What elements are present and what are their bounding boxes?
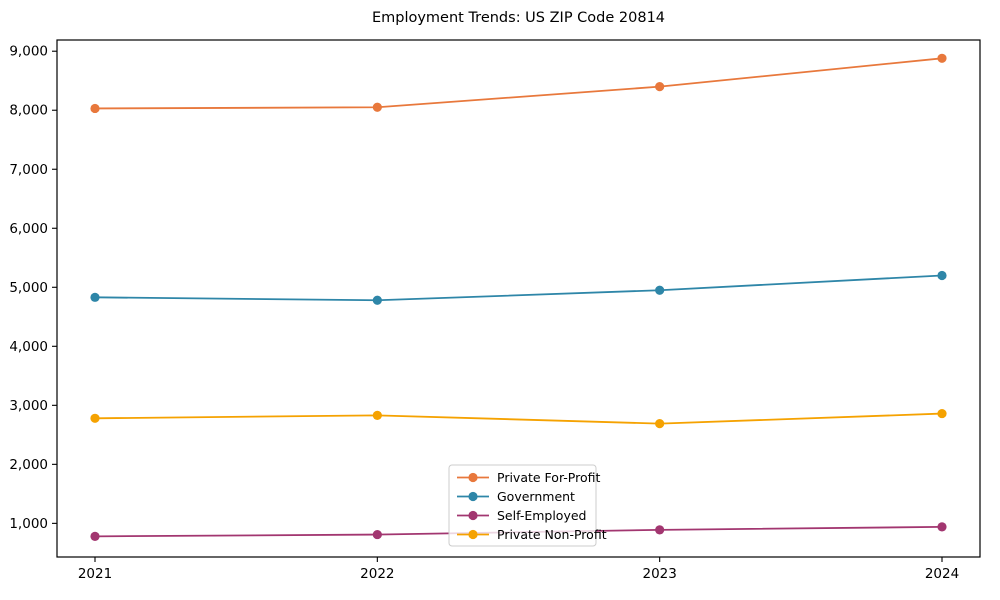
y-axis-tick-label: 5,000: [9, 280, 48, 296]
chart-title: Employment Trends: US ZIP Code 20814: [372, 10, 665, 26]
data-point-marker: [372, 295, 382, 305]
y-axis-tick-label: 7,000: [9, 162, 48, 178]
data-point-marker: [937, 270, 947, 281]
data-point-marker: [655, 82, 665, 92]
data-point-marker: [90, 531, 100, 541]
data-point-marker: [937, 522, 947, 532]
x-axis-tick-label: 2024: [925, 566, 959, 582]
data-point-marker: [937, 408, 947, 419]
legend-label: Self-Employed: [497, 508, 586, 523]
legend-swatch-marker: [468, 529, 478, 540]
legend-swatch-marker: [468, 472, 478, 483]
legend-swatch-marker: [468, 491, 478, 502]
y-axis-tick-label: 1,000: [9, 516, 48, 532]
x-axis-tick-label: 2021: [78, 566, 112, 582]
data-point-marker: [372, 410, 382, 420]
y-axis-tick-label: 6,000: [9, 221, 48, 237]
data-point-marker: [655, 285, 665, 295]
plot-frame: [56, 39, 981, 558]
data-point-marker: [937, 53, 947, 63]
series-line-government: [94, 274, 943, 302]
y-axis-tick-label: 8,000: [9, 103, 48, 119]
data-point-marker: [90, 413, 100, 423]
data-point-marker: [90, 292, 100, 302]
data-point-marker: [655, 525, 665, 535]
series-line-private-for-profit: [94, 57, 943, 110]
data-point-marker: [655, 419, 665, 429]
x-axis-tick-label: 2023: [642, 566, 676, 582]
legend-box: [448, 464, 597, 547]
y-axis-tick-label: 3,000: [9, 398, 48, 414]
data-point-marker: [372, 102, 382, 112]
data-point-marker: [90, 103, 100, 114]
series-line-private-non-profit: [94, 412, 943, 425]
legend-label: Private Non-Profit: [497, 527, 607, 542]
data-point-marker: [372, 529, 382, 540]
y-axis-tick-label: 4,000: [9, 339, 48, 355]
legend-label: Private For-Profit: [497, 470, 600, 485]
legend-label: Government: [497, 489, 575, 504]
legend-swatch-marker: [468, 510, 478, 521]
y-axis-tick-label: 9,000: [9, 44, 48, 60]
x-axis-tick-label: 2022: [360, 566, 394, 582]
y-axis-tick-label: 2,000: [9, 457, 48, 473]
